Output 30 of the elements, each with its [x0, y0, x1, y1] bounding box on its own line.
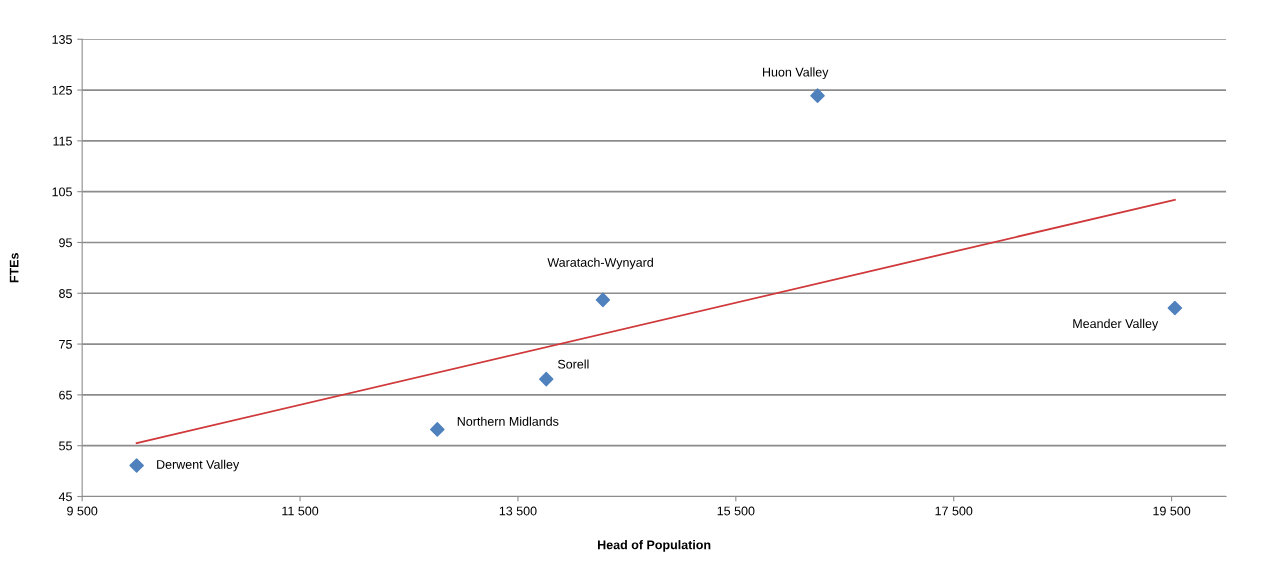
y-tick-label: 65	[59, 390, 72, 400]
point	[430, 422, 445, 437]
y-axis-title: FTEs	[9, 253, 19, 283]
point	[1167, 300, 1183, 316]
annotation: Sorell	[557, 359, 589, 369]
x-tick-label: 9 500	[67, 506, 98, 516]
y-tick-label: 95	[59, 238, 72, 248]
annotation: Huon Valley	[763, 67, 829, 79]
point	[129, 458, 144, 473]
y-tick-label: 115	[53, 136, 72, 146]
y-tick-label: 75	[59, 340, 72, 349]
y-tick-label: 45	[58, 492, 72, 502]
x-axis-title: Head of Population	[598, 540, 711, 552]
y-tick-label: 85	[59, 289, 72, 298]
annotation: Meander Valley	[1073, 318, 1159, 331]
x-tick-label: 13 500	[499, 506, 537, 516]
point	[810, 88, 825, 103]
x-tick-label: 17 500	[935, 506, 973, 516]
y-tick-label: 135	[52, 35, 72, 44]
annotation: Northern Midlands	[457, 416, 559, 426]
y-tick-label: 105	[52, 187, 72, 197]
annotation: Derwent Valley	[157, 459, 240, 472]
x-tick-label: 15 500	[717, 506, 755, 516]
point	[538, 371, 554, 387]
x-tick-label: 11 500	[282, 506, 319, 516]
point	[595, 292, 611, 308]
annotation: Waratach-Wynyard	[547, 257, 653, 270]
y-tick-label: 55	[59, 441, 72, 451]
y-tick-label: 125	[52, 85, 72, 95]
x-tick-label: 19 500	[1153, 506, 1191, 516]
